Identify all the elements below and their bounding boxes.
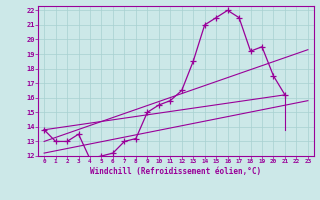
X-axis label: Windchill (Refroidissement éolien,°C): Windchill (Refroidissement éolien,°C) (91, 167, 261, 176)
